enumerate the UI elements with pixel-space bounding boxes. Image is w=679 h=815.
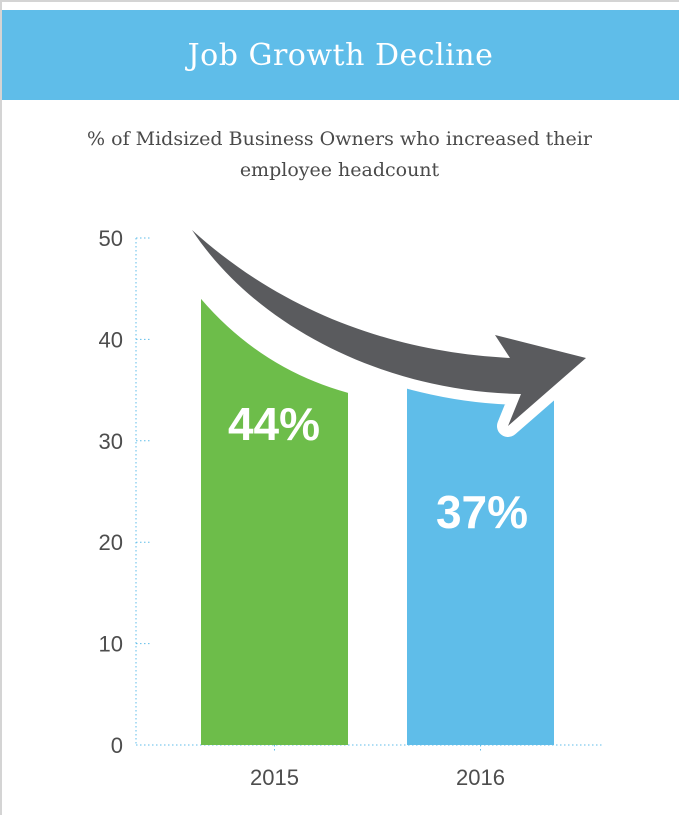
title-banner: Job Growth Decline [2,10,679,100]
data-label: 44% [228,398,320,450]
bar [201,298,348,745]
chart-bars [201,298,554,745]
data-label: 37% [436,486,528,538]
y-tick-label: 0 [111,733,123,758]
chart-value-labels: 44% 37% [228,398,528,538]
x-tick-label: 2016 [456,765,505,790]
y-tick-label: 40 [99,327,123,352]
page-title: Job Growth Decline [187,37,494,73]
bar [407,364,554,745]
y-tick-label: 10 [99,632,123,657]
x-tick-label: 2015 [250,765,299,790]
y-tick-label: 50 [99,226,123,251]
trend-arrow-layer [181,219,597,437]
trend-arrow [192,230,586,426]
chart-subtitle: % of Midsized Business Owners who increa… [87,128,592,181]
y-tick-label: 20 [99,530,123,555]
y-tick-label: 30 [99,429,123,454]
